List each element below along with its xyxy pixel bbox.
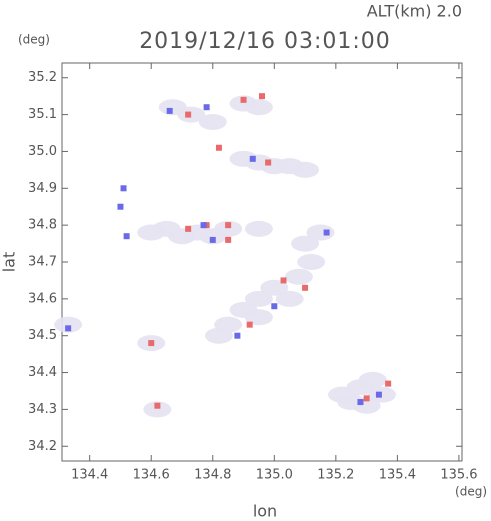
y-unit: (deg) <box>18 33 50 47</box>
echo-cell <box>200 222 207 229</box>
echo-cell <box>185 225 192 232</box>
chart-title: 2019/12/16 03:01:00 <box>139 29 391 54</box>
echo-area <box>204 327 233 344</box>
echo-cell <box>271 303 278 310</box>
echo-area <box>297 254 326 270</box>
echo-cell <box>117 203 124 210</box>
x-tick-label: 134.4 <box>71 468 108 483</box>
echo-area <box>358 371 387 388</box>
echo-cell <box>225 236 232 243</box>
echo-area <box>143 401 172 418</box>
y-tick-label: 34.8 <box>28 218 57 233</box>
echo-cell <box>225 222 232 229</box>
echo-cell <box>123 233 130 240</box>
y-tick-label: 35.1 <box>28 107 57 122</box>
echo-area <box>198 113 227 130</box>
echo-area <box>284 268 313 285</box>
y-tick-label: 34.3 <box>28 402 57 417</box>
altitude-label: ALT(km) 2.0 <box>367 2 462 21</box>
echo-cell <box>203 222 210 229</box>
echo-cell <box>240 96 247 103</box>
echo-cell <box>246 321 253 328</box>
echo-cell <box>154 402 161 409</box>
echo-cell <box>249 155 256 162</box>
x-tick-label: 134.6 <box>133 468 170 483</box>
echo-area <box>275 290 304 307</box>
echo-cell <box>259 93 265 100</box>
echo-area <box>244 220 273 237</box>
echo-cell <box>120 185 127 192</box>
echo-area <box>244 290 273 307</box>
echo-area <box>177 106 206 123</box>
x-unit: (deg) <box>455 485 487 499</box>
y-tick-label: 34.4 <box>28 365 57 380</box>
echo-cell <box>375 391 382 398</box>
echo-cell <box>280 277 287 284</box>
y-tick-label: 34.2 <box>28 439 57 454</box>
echo-cell <box>203 104 210 111</box>
echo-cell <box>323 229 330 236</box>
x-axis-label: lon <box>253 502 277 521</box>
x-tick-label: 135.0 <box>256 468 293 483</box>
y-tick-label: 34.9 <box>28 181 57 196</box>
y-tick-label: 34.7 <box>28 255 57 270</box>
x-tick-label: 135.6 <box>440 468 477 483</box>
y-tick-label: 34.5 <box>28 328 57 343</box>
echo-cell <box>363 395 370 402</box>
echo-cell <box>357 399 364 406</box>
echo-cell <box>234 332 241 339</box>
y-tick-label: 35.2 <box>28 70 57 85</box>
x-tick-label: 134.8 <box>194 468 231 483</box>
x-tick-label: 135.4 <box>379 468 416 483</box>
y-axis-label: lat <box>0 252 19 273</box>
echo-cell <box>385 380 392 387</box>
y-tick-label: 35.0 <box>28 144 57 159</box>
plot-frame <box>61 62 463 462</box>
echo-cell <box>166 107 173 114</box>
echo-area <box>214 220 243 237</box>
echo-area <box>291 235 320 252</box>
echo-area <box>291 161 320 178</box>
echo-area <box>260 279 289 296</box>
echo-cell <box>185 111 192 118</box>
echo-cell <box>215 144 222 151</box>
echo-cell <box>148 340 155 347</box>
x-tick-label: 135.2 <box>317 468 354 483</box>
echo-cell <box>65 325 72 332</box>
echo-area <box>54 316 83 333</box>
echo-cell <box>265 159 272 166</box>
y-tick-label: 34.6 <box>28 291 57 306</box>
echo-cell <box>302 284 309 291</box>
echo-area <box>368 386 396 403</box>
echo-area <box>244 99 273 116</box>
echo-area <box>244 309 273 326</box>
echo-area <box>306 224 335 241</box>
echo-cell <box>209 236 216 243</box>
